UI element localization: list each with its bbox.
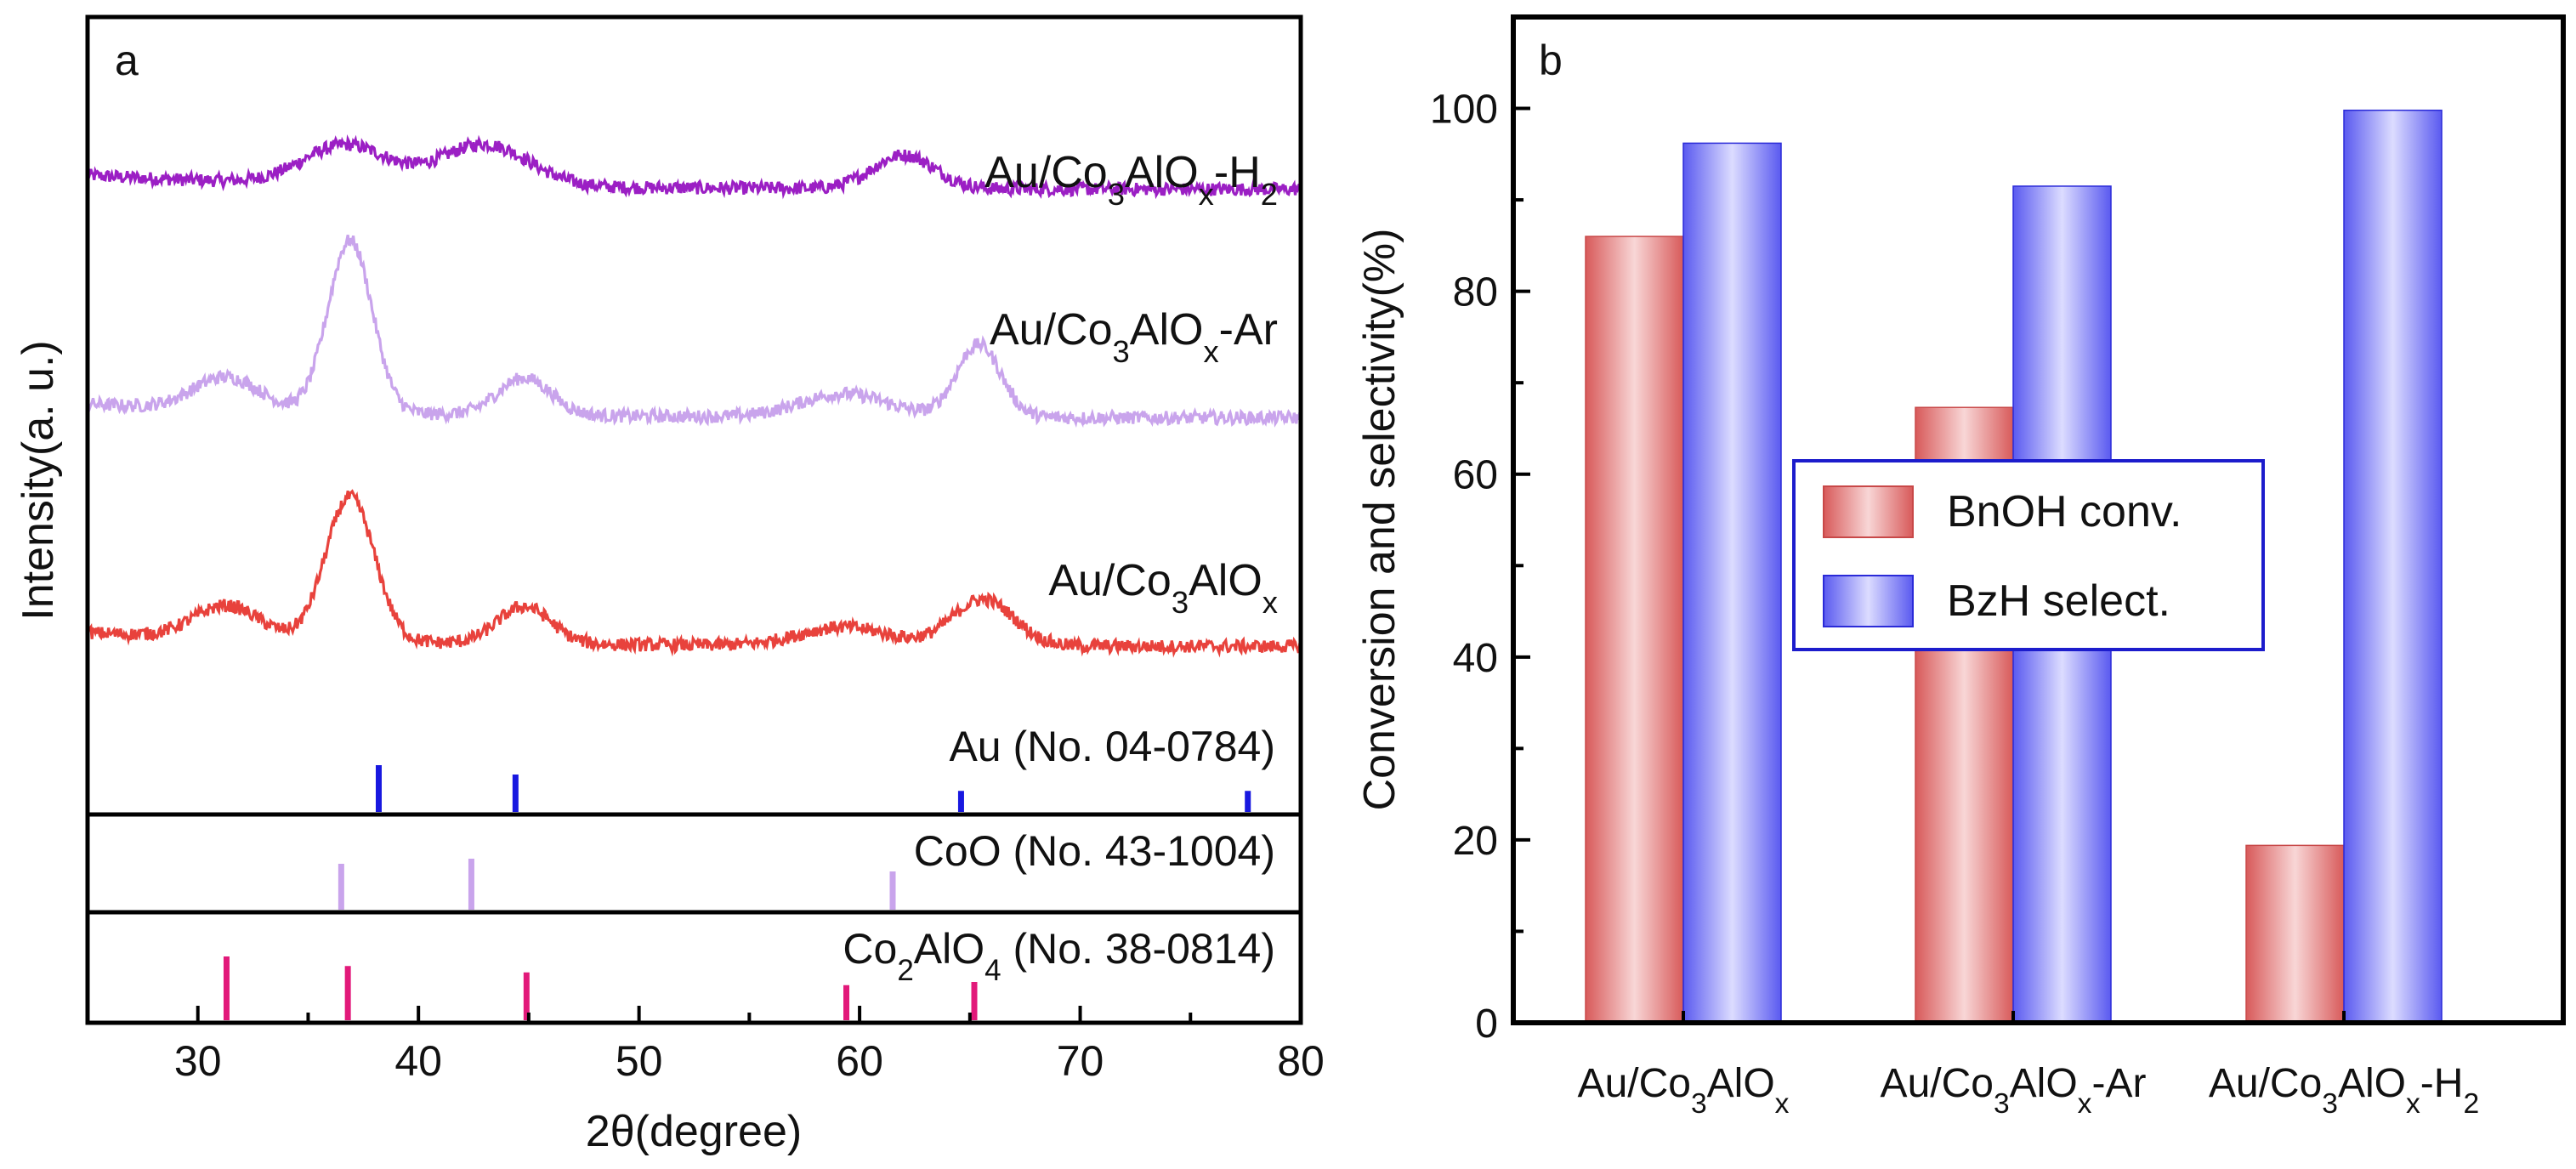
subscript: x	[2406, 1088, 2420, 1120]
bar-conversion	[2245, 844, 2345, 1024]
legend-swatch	[1823, 575, 1914, 627]
bar-conversion	[1585, 236, 1684, 1024]
text-span: Au/Co	[984, 148, 1108, 197]
text-span: Au/Co	[1578, 1061, 1691, 1106]
x-tick-label: 50	[616, 1037, 663, 1085]
panel-b-letter: b	[1539, 37, 1563, 84]
text-span: -Ar	[1219, 305, 1278, 355]
text-span: -H	[2420, 1061, 2464, 1106]
subscript: x	[1775, 1088, 1790, 1120]
text-span: -Ar	[2091, 1061, 2146, 1106]
text-span: Au/Co	[1881, 1061, 1994, 1106]
text-span: (No. 04-0784)	[1001, 723, 1275, 770]
x-tick-label: 60	[836, 1037, 883, 1085]
text-span: Co	[843, 925, 897, 973]
text-span: AlO	[2010, 1061, 2078, 1106]
subscript: 3	[2322, 1088, 2338, 1120]
xrd-series-line	[86, 489, 1302, 658]
x-axis-ticks: 30 40 50 60 70 80	[86, 1006, 1325, 1085]
subscript: 2	[2463, 1088, 2479, 1120]
reference-labels: Au (No. 04-0784) CoO (No. 43-1004) Co2AlO4…	[843, 723, 1275, 987]
subscript: x	[1262, 585, 1278, 620]
series-label: Au/Co3AlOx-Ar	[990, 305, 1278, 369]
subscript: x	[1199, 177, 1214, 212]
subscript: 3	[1691, 1088, 1707, 1120]
bar-selectivity	[1682, 142, 1782, 1024]
subscript: 3	[1113, 334, 1130, 369]
category-label: Au/Co3AlOx	[1578, 1061, 1790, 1120]
text-span: CoO	[914, 827, 1001, 875]
text-span: -H	[1214, 148, 1261, 197]
text-span: Au	[949, 723, 1001, 770]
reference-label: Au (No. 04-0784)	[949, 723, 1275, 770]
series-label: Au/Co3AlOx	[1048, 556, 1278, 620]
reference-lines-group	[223, 765, 1251, 1020]
x-tick-label: 30	[174, 1037, 222, 1085]
subscript: 3	[1994, 1088, 2010, 1120]
y-tick-label: 100	[1430, 88, 1498, 133]
series-label: Au/Co3AlOx-H2	[984, 148, 1278, 212]
x-tick-label: 70	[1057, 1037, 1104, 1085]
category-label: Au/Co3AlOx-H2	[2209, 1061, 2479, 1120]
x-axis-label: 2θ(degree)	[586, 1107, 802, 1156]
subscript: 2	[1261, 177, 1278, 212]
y-tick-label: 0	[1475, 1002, 1498, 1047]
text-span: AlO	[2338, 1061, 2406, 1106]
bar-chart-frame	[1511, 14, 2566, 1025]
xrd-series-line	[86, 134, 1302, 200]
text-span: (No. 43-1004)	[1001, 827, 1275, 875]
y-tick-label: 60	[1453, 453, 1498, 498]
text-span: (No. 38-0814)	[1001, 925, 1275, 973]
legend: BnOH conv. BzH select.	[1792, 459, 2265, 651]
xrd-series-line	[86, 234, 1302, 428]
panel-a-xrd-chart: 30 40 50 60 70 80 Au/Co3AlOx-H2Au/Co3AlOx-ArA…	[14, 14, 1325, 1156]
text-span: Au/Co	[2209, 1061, 2322, 1106]
category-label: Au/Co3AlOx-Ar	[1881, 1061, 2147, 1120]
subscript: 3	[1172, 585, 1189, 620]
bar-selectivity	[2343, 109, 2443, 1024]
y-axis-label: Intensity(a. u.)	[14, 340, 63, 620]
subscript: x	[2078, 1088, 2092, 1120]
text-span: AlO	[1189, 556, 1262, 605]
y-tick-label: 40	[1453, 636, 1498, 681]
x-tick-label: 80	[1277, 1037, 1325, 1085]
bar-group	[1585, 109, 2443, 1024]
text-span: Au/Co	[1048, 556, 1172, 605]
reference-label: CoO (No. 43-1004)	[914, 827, 1275, 875]
subscript: x	[1203, 334, 1218, 369]
y-axis-ticks: 0 20 40 60 80 100	[1430, 15, 1530, 1047]
legend-swatch	[1823, 485, 1914, 538]
text-span: Au/Co	[990, 305, 1113, 355]
subscript: 3	[1108, 177, 1125, 212]
text-span: AlO	[1707, 1061, 1775, 1106]
y-axis-label: Conversion and selectivity(%)	[1355, 229, 1404, 811]
y-tick-label: 20	[1453, 819, 1498, 864]
reference-label: Co2AlO4 (No. 38-0814)	[843, 925, 1275, 987]
category-labels: Au/Co3AlOx Au/Co3AlOx-Ar Au/Co3AlOx-H2	[1578, 1011, 2479, 1120]
xrd-series-group	[86, 134, 1302, 658]
text-span: AlO	[914, 925, 984, 973]
legend-label: BzH select.	[1947, 576, 2170, 626]
subscript: 4	[984, 954, 1001, 987]
subscript: 2	[897, 954, 913, 987]
panel-a-letter: a	[115, 37, 139, 84]
text-span: AlO	[1130, 305, 1204, 355]
x-tick-label: 40	[394, 1037, 442, 1085]
y-tick-label: 80	[1453, 270, 1498, 315]
legend-label: BnOH conv.	[1947, 487, 2182, 536]
text-span: AlO	[1125, 148, 1199, 197]
co2alo4-reference-frame	[85, 910, 1303, 1025]
